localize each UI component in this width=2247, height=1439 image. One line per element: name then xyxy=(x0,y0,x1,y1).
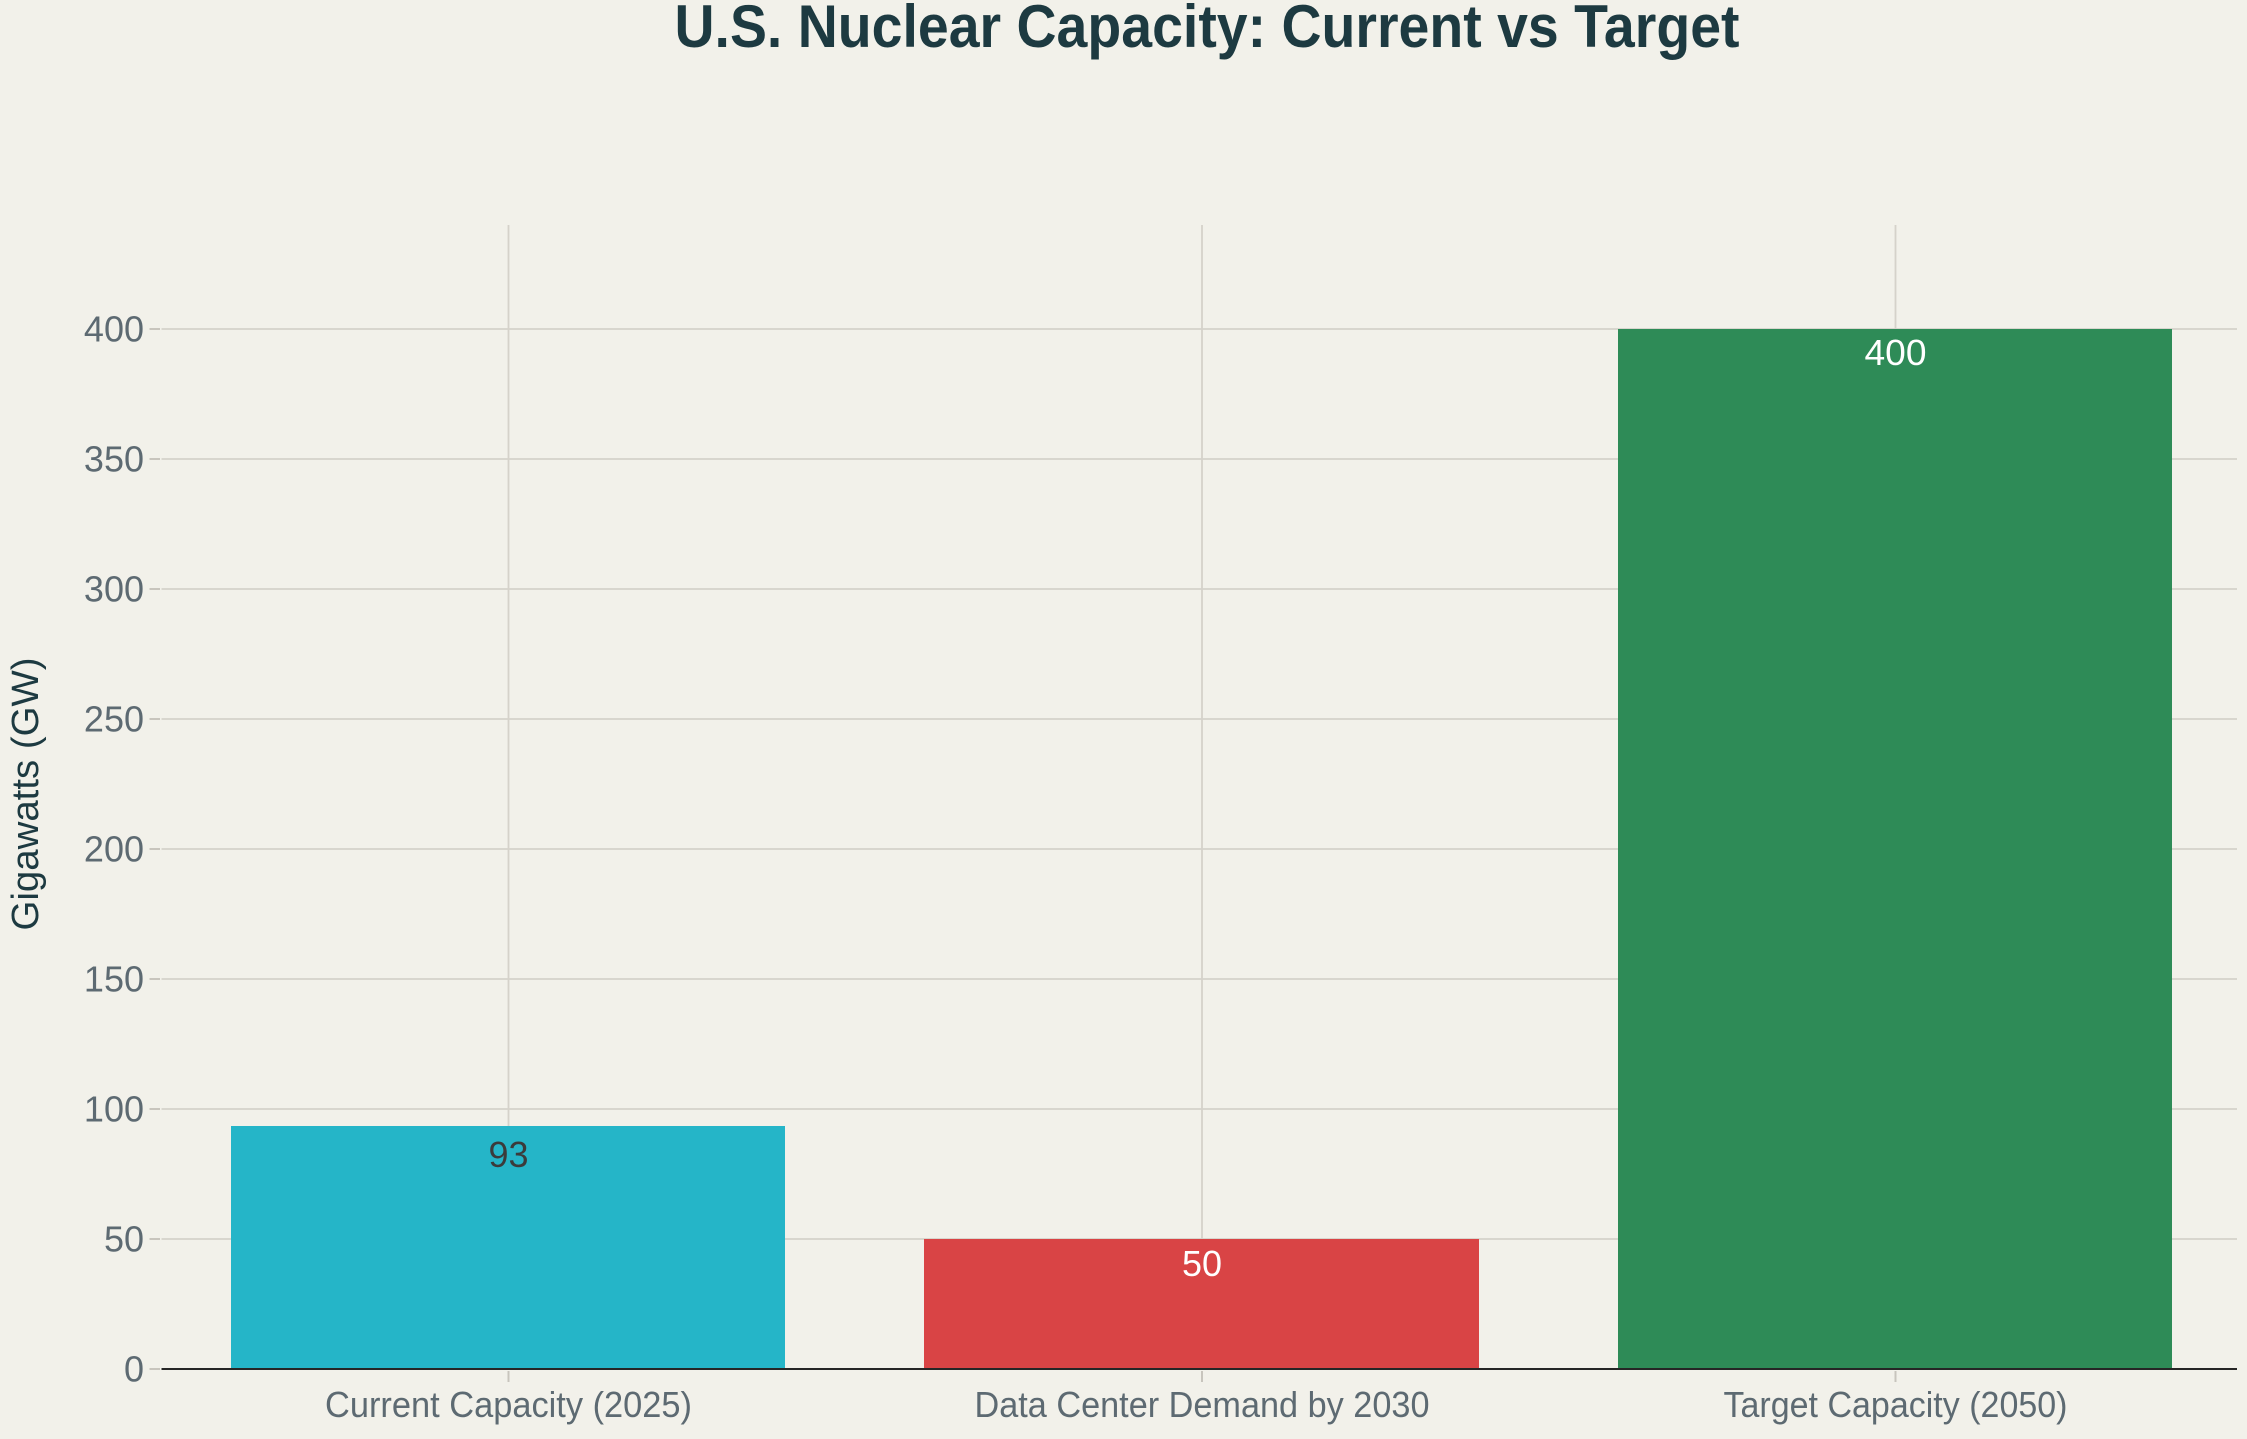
svg-text:200: 200 xyxy=(84,829,144,870)
svg-text:93: 93 xyxy=(488,1134,528,1175)
svg-text:350: 350 xyxy=(84,439,144,480)
svg-text:300: 300 xyxy=(84,569,144,610)
svg-text:U.S. Nuclear Capacity: Current: U.S. Nuclear Capacity: Current vs Target xyxy=(675,0,1740,60)
svg-text:400: 400 xyxy=(1865,332,1927,373)
svg-text:Gigawatts (GW): Gigawatts (GW) xyxy=(5,658,47,931)
svg-text:0: 0 xyxy=(124,1349,144,1390)
svg-text:50: 50 xyxy=(104,1219,144,1260)
svg-text:Data Center Demand by 2030: Data Center Demand by 2030 xyxy=(975,1384,1430,1425)
svg-text:100: 100 xyxy=(84,1089,144,1130)
svg-text:250: 250 xyxy=(84,699,144,740)
svg-text:400: 400 xyxy=(84,309,144,350)
svg-text:Current Capacity (2025): Current Capacity (2025) xyxy=(325,1384,692,1425)
svg-text:50: 50 xyxy=(1182,1243,1222,1284)
svg-text:150: 150 xyxy=(84,959,144,1000)
svg-text:Target Capacity (2050): Target Capacity (2050) xyxy=(1724,1384,2068,1425)
